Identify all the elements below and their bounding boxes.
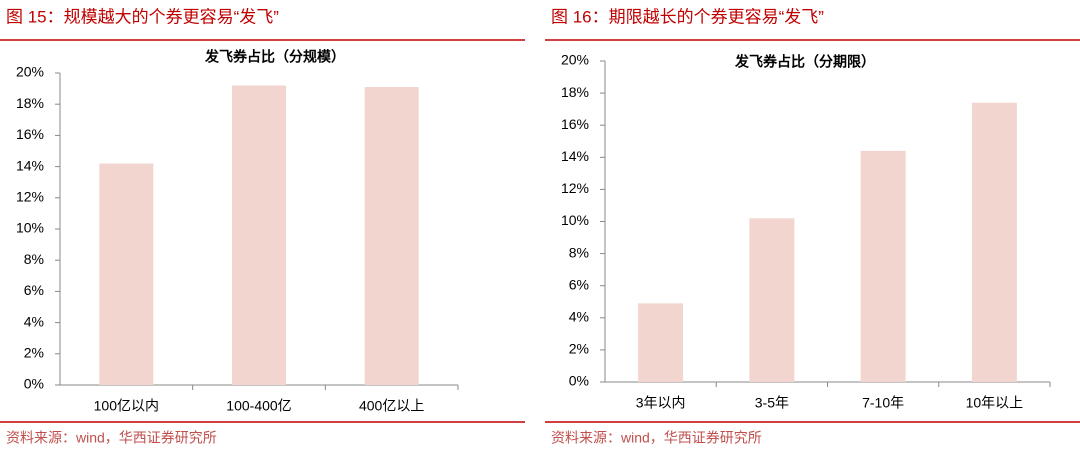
source-note: 资料来源：wind，华西证券研究所: [6, 430, 217, 446]
y-tick-label: 8%: [569, 244, 589, 260]
y-tick-label: 10%: [16, 220, 44, 236]
source-note: 资料来源：wind，华西证券研究所: [551, 430, 762, 446]
y-tick-label: 2%: [569, 341, 589, 357]
bar: [860, 150, 906, 382]
y-tick-label: 0%: [24, 376, 44, 392]
chart-title: 发飞券占比（分规模）: [204, 49, 345, 65]
y-tick-label: 4%: [24, 313, 44, 329]
y-tick-label: 20%: [561, 52, 589, 68]
bar: [99, 163, 154, 385]
bar: [638, 303, 684, 382]
y-tick-label: 6%: [569, 276, 589, 292]
x-tick-label: 3-5年: [755, 395, 789, 411]
x-tick-label: 100-400亿: [226, 398, 291, 414]
y-tick-label: 6%: [24, 282, 44, 298]
y-tick-label: 14%: [561, 148, 589, 164]
y-tick-label: 20%: [16, 64, 44, 80]
y-tick-label: 12%: [16, 189, 44, 205]
x-tick-label: 10年以上: [966, 395, 1024, 411]
y-tick-label: 18%: [16, 95, 44, 111]
y-tick-label: 18%: [561, 84, 589, 100]
bar: [971, 102, 1017, 382]
y-tick-label: 10%: [561, 212, 589, 228]
x-tick-label: 3年以内: [636, 395, 686, 411]
bar: [364, 87, 419, 385]
y-tick-label: 14%: [16, 157, 44, 173]
chart-title: 发飞券占比（分期限）: [734, 54, 875, 70]
figure-caption: 图 15：规模越大的个券更容易“发飞”: [6, 7, 279, 26]
y-tick-label: 16%: [16, 126, 44, 142]
y-tick-label: 0%: [569, 373, 589, 389]
bar: [749, 218, 795, 382]
x-tick-label: 400亿以上: [359, 398, 424, 414]
y-tick-label: 2%: [24, 345, 44, 361]
y-tick-label: 16%: [561, 116, 589, 132]
x-tick-label: 100亿以内: [94, 398, 159, 414]
y-tick-label: 12%: [561, 180, 589, 196]
x-tick-label: 7-10年: [862, 395, 904, 411]
y-tick-label: 8%: [24, 251, 44, 267]
y-tick-label: 4%: [569, 309, 589, 325]
figure-caption: 图 16：期限越长的个券更容易“发飞”: [551, 7, 824, 26]
bar: [232, 85, 286, 385]
